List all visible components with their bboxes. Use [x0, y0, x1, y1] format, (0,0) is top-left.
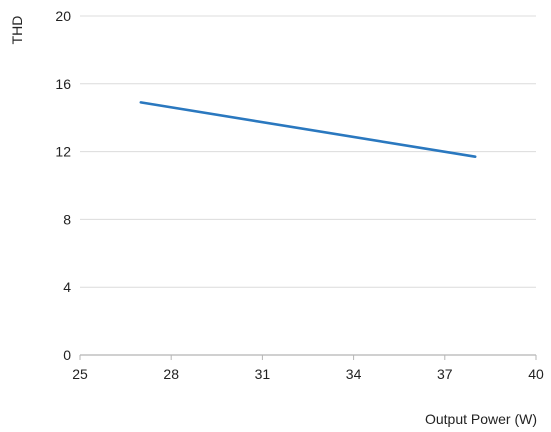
y-tick-label-0: 0 — [63, 347, 71, 363]
y-tick-label-20: 20 — [55, 8, 71, 24]
x-tick-label-40: 40 — [528, 366, 544, 382]
gridlines — [80, 15, 536, 288]
x-tick-label-34: 34 — [346, 366, 362, 382]
x-tick-label-25: 25 — [72, 366, 88, 382]
series-line-0 — [139, 101, 477, 158]
x-axis-label: Output Power (W) — [425, 411, 537, 427]
y-tick-label-8: 8 — [63, 211, 71, 227]
data-series — [139, 101, 477, 158]
y-tick-label-4: 4 — [63, 279, 71, 295]
x-tick-label-31: 31 — [255, 366, 271, 382]
x-tick-label-37: 37 — [437, 366, 453, 382]
axes — [79, 354, 537, 360]
y-tick-labels: 0 4 8 12 16 20 — [55, 8, 71, 363]
y-tick-label-16: 16 — [55, 76, 71, 92]
y-axis-label: THD — [9, 16, 25, 45]
x-tick-label-28: 28 — [163, 366, 179, 382]
y-tick-label-12: 12 — [55, 144, 71, 160]
x-tick-labels: 25 28 31 34 37 40 — [72, 366, 544, 382]
